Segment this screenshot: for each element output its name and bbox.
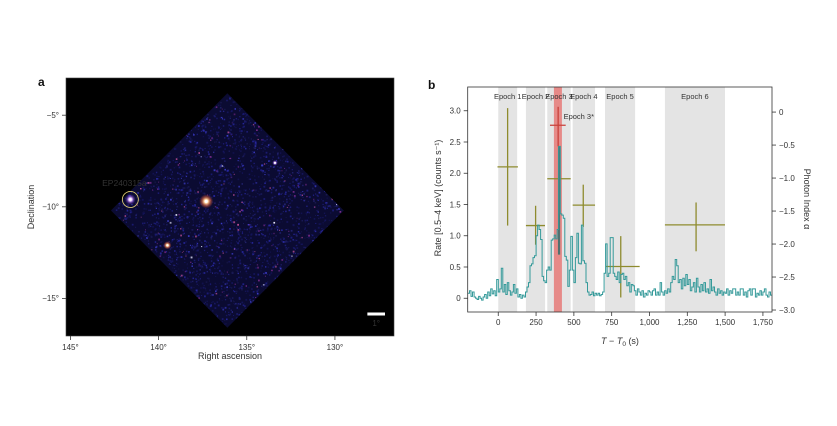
light-curve [467, 145, 772, 301]
x-tick-label: 130° [327, 343, 344, 352]
y-tick-label: −10° [42, 203, 59, 212]
special-epoch-label: Epoch 3* [564, 112, 595, 121]
epoch-label: Epoch 3 [545, 92, 573, 101]
x-tick-label: 145° [62, 343, 79, 352]
alpha-tick-label: −3.0 [779, 306, 795, 315]
panel-b-letter: b [428, 78, 435, 92]
epoch-band [525, 87, 546, 312]
epoch-label: Epoch 6 [681, 92, 709, 101]
rate-tick-label: 3.0 [450, 107, 462, 116]
alpha-tick-label: −2.5 [779, 273, 795, 282]
rate-tick-label: 0.5 [450, 263, 462, 272]
xray-source-core [273, 161, 276, 164]
panel-a-xaxis-label: Right ascension [198, 351, 262, 361]
alpha-tick-label: −1.0 [779, 174, 795, 183]
x-tick-label: 1,000 [639, 318, 660, 327]
panel-b-right-axis-label: Photon Index α [802, 169, 812, 230]
fov-diamond [110, 93, 344, 328]
sky-noise [115, 96, 344, 326]
scale-bar-label: 1° [372, 319, 380, 328]
xray-source-core [129, 198, 132, 201]
xray-source-core [204, 199, 208, 203]
x-tick-label: 0 [496, 318, 501, 327]
scale-bar [367, 312, 385, 316]
epoch-label: Epoch 2 [522, 92, 550, 101]
rate-tick-label: 1.0 [450, 232, 462, 241]
panel-a: a 145° 140° 135° 130° −5° −10° −15° Right asce… [26, 75, 395, 361]
x-tick-label: 500 [567, 318, 581, 327]
panel-b-frame [467, 86, 773, 313]
x-tick-label: 140° [150, 343, 167, 352]
panel-a-letter: a [38, 75, 45, 89]
epoch-label: Epoch 1 [494, 92, 522, 101]
panel-b-xaxis-label: T − T0 (s) [601, 336, 639, 348]
x-tick-label: 1,750 [753, 318, 774, 327]
epoch-label: Epoch 4 [570, 92, 598, 101]
x-tick-label: 135° [238, 343, 255, 352]
x-tick-label: 750 [605, 318, 619, 327]
alpha-tick-label: −2.0 [779, 240, 795, 249]
rate-tick-label: 0 [456, 294, 461, 303]
source-label: EP240315a [102, 178, 147, 188]
alpha-tick-label: −0.5 [779, 141, 795, 150]
epoch-band [605, 87, 636, 312]
x-tick-label: 250 [529, 318, 543, 327]
panel-b-left-axis-label: Rate [0.5–4 keV] (counts s⁻¹) [433, 140, 443, 257]
rate-tick-label: 2.5 [450, 138, 462, 147]
x-tick-label: 1,250 [677, 318, 698, 327]
rate-tick-label: 2.0 [450, 169, 462, 178]
alpha-tick-label: −1.5 [779, 207, 795, 216]
panel-a-yaxis-label: Declination [26, 185, 36, 230]
source-highlight-circle [121, 191, 139, 208]
y-tick-label: −5° [47, 111, 59, 120]
special-epoch-band [553, 87, 562, 312]
x-tick-label: 1,500 [715, 318, 736, 327]
sky-image-group: 145° 140° 135° 130° −5° −10° −15° [42, 77, 395, 352]
epoch-label: Epoch 5 [606, 92, 634, 101]
alpha-tick-label: 0 [779, 108, 784, 117]
xray-source-core [166, 244, 169, 247]
rate-tick-label: 1.5 [450, 200, 462, 209]
y-tick-label: −15° [42, 294, 59, 303]
